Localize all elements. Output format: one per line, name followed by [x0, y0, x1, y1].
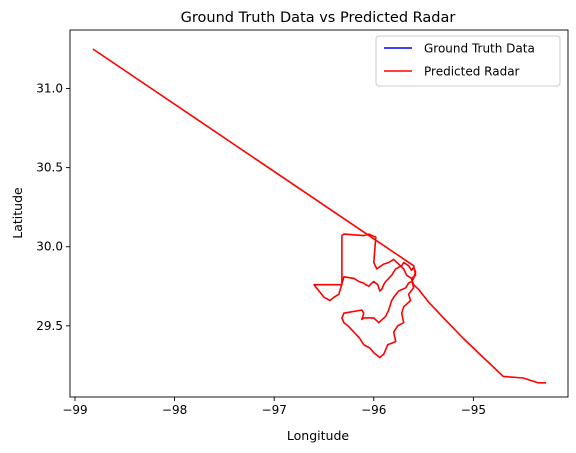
legend-label-predicted-radar: Predicted Radar	[424, 65, 520, 79]
series-line-predicted-radar	[92, 48, 547, 384]
y-tick-label: 30.0	[36, 240, 63, 254]
legend-box	[375, 35, 561, 87]
x-tick-label: −98	[162, 403, 187, 417]
x-axis-ticks: −99 −98 −97 −96 −95	[62, 397, 486, 417]
chart-title: Ground Truth Data vs Predicted Radar	[181, 10, 456, 26]
x-tick-label: −99	[62, 403, 87, 417]
y-axis-label: Latitude	[10, 187, 25, 239]
x-axis-label: Longitude	[287, 428, 349, 443]
y-tick-label: 31.0	[36, 82, 63, 96]
x-tick-label: −96	[361, 403, 386, 417]
y-tick-label: 30.5	[36, 161, 63, 175]
plot-lines	[92, 48, 547, 384]
y-axis-ticks: 29.5 30.0 30.5 31.0	[36, 82, 70, 333]
plot-frame	[69, 29, 569, 398]
legend-label-ground-truth: Ground Truth Data	[424, 42, 535, 56]
x-tick-label: −95	[461, 403, 486, 417]
legend: Ground Truth Data Predicted Radar	[375, 35, 561, 87]
x-tick-label: −97	[262, 403, 287, 417]
y-tick-label: 29.5	[36, 319, 63, 333]
